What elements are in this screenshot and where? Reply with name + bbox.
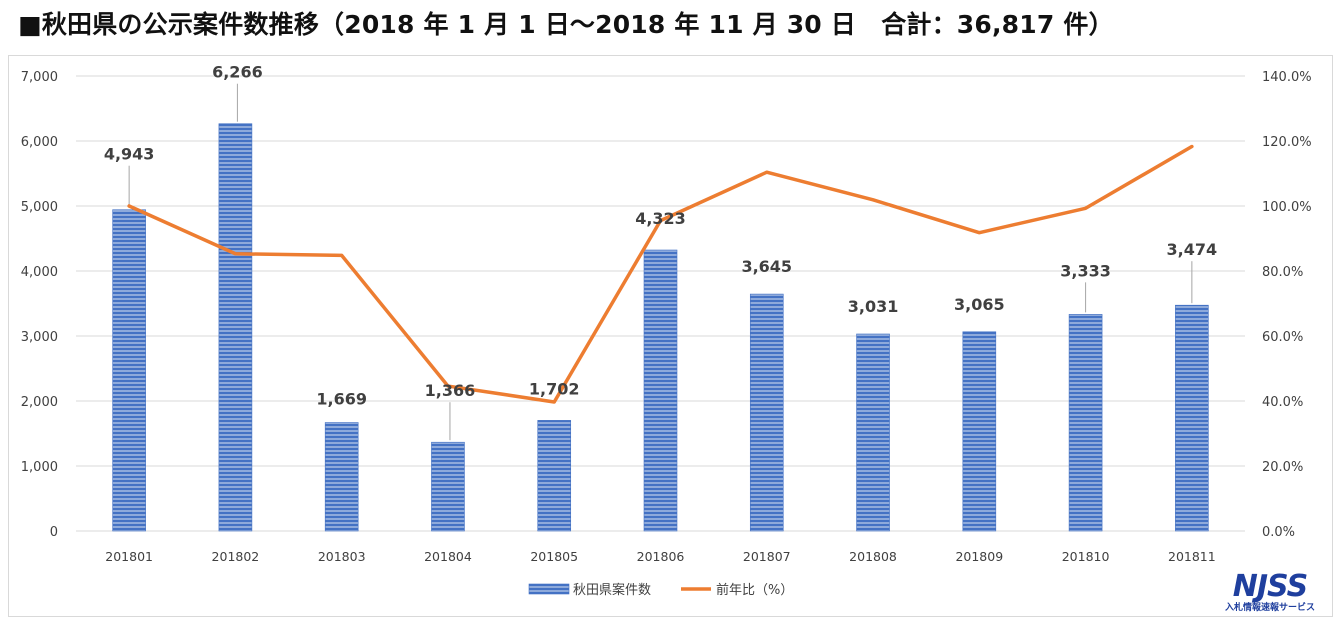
y-right-tick-label: 0.0% (1262, 525, 1295, 540)
x-axis: 201801 201802 201803 201804 201805 201806 2018… (105, 549, 1215, 564)
x-tick-label: 201811 (1168, 549, 1216, 564)
y-right-tick-label: 40.0% (1262, 395, 1303, 410)
line-point (977, 231, 981, 235)
bar (1175, 304, 1209, 532)
x-tick-label: 201801 (105, 549, 153, 564)
bar (112, 209, 146, 532)
x-tick-label: 201805 (530, 549, 578, 564)
y-axis-left: 0 1,000 2,000 3,000 4,000 5,000 6,000 7,000 (21, 70, 58, 540)
line-point (765, 170, 769, 174)
page-title: ■秋田県の公示案件数推移（2018 年 1 月 1 日～2018 年 11 月 … (18, 10, 1114, 39)
bar (537, 420, 572, 532)
y-right-tick-label: 60.0% (1262, 330, 1303, 345)
x-tick-label: 201808 (849, 549, 897, 564)
y-right-tick-label: 100.0% (1262, 200, 1312, 215)
y-left-tick-label: 1,000 (21, 460, 58, 475)
bar-data-label: 3,645 (741, 257, 792, 276)
y-right-tick-label: 80.0% (1262, 265, 1303, 280)
bar-data-label: 1,669 (316, 390, 367, 409)
line-series (127, 144, 1194, 404)
njss-logo: NJSS 入札情報速報サービス (1212, 566, 1328, 616)
leader-lines (128, 83, 1193, 441)
logo-sub: 入札情報速報サービス (1224, 601, 1315, 613)
bar-series (112, 123, 1209, 532)
bar-data-label: 3,474 (1167, 240, 1218, 259)
line-point (1190, 145, 1194, 149)
legend-label-bar: 秋田県案件数 (573, 583, 651, 598)
data-labels: 4,943 6,266 1,669 1,366 1,702 4,323 3,645 3,031… (104, 63, 1217, 409)
line-point (871, 198, 875, 202)
bar (1068, 314, 1103, 532)
y-left-tick-label: 3,000 (21, 330, 58, 345)
y-left-tick-label: 7,000 (21, 70, 58, 85)
x-tick-label: 201809 (955, 549, 1003, 564)
legend-swatch-bar (528, 583, 570, 595)
bar-data-label: 4,323 (635, 209, 686, 228)
y-left-tick-label: 6,000 (21, 135, 58, 150)
bar-data-label: 1,366 (425, 381, 476, 400)
bar-data-label: 1,702 (529, 379, 580, 398)
bar (856, 333, 890, 532)
y-right-tick-label: 20.0% (1262, 460, 1303, 475)
bar (643, 249, 678, 532)
line-point (552, 400, 556, 404)
x-tick-label: 201806 (637, 549, 685, 564)
y-left-tick-label: 5,000 (21, 200, 58, 215)
x-tick-label: 201804 (424, 549, 472, 564)
line-point (446, 384, 450, 388)
bar-data-label: 3,031 (848, 297, 899, 316)
y-left-tick-label: 2,000 (21, 395, 58, 410)
bar-data-label: 3,333 (1060, 261, 1111, 280)
logo-main: NJSS (1233, 569, 1307, 604)
x-tick-label: 201802 (212, 549, 260, 564)
y-left-tick-label: 4,000 (21, 265, 58, 280)
y-axis-right: 0.0% 20.0% 40.0% 60.0% 80.0% 100.0% 120.0% 140.… (1262, 70, 1312, 540)
line-point (233, 252, 237, 256)
legend: 秋田県案件数 前年比（%） (528, 582, 793, 598)
line-point (1084, 206, 1088, 210)
y-right-tick-label: 120.0% (1262, 135, 1312, 150)
bar (749, 293, 784, 532)
line-point (340, 253, 344, 257)
line-point (659, 219, 662, 223)
bar (962, 331, 997, 532)
y-left-tick-label: 0 (50, 525, 58, 540)
line-point (127, 204, 131, 208)
bar-data-label: 3,065 (954, 295, 1005, 314)
bar (218, 123, 253, 532)
x-tick-label: 201807 (743, 549, 791, 564)
x-tick-label: 201810 (1062, 549, 1110, 564)
bar-data-label: 4,943 (104, 145, 155, 164)
y-right-tick-label: 140.0% (1262, 70, 1312, 85)
legend-label-line: 前年比（%） (716, 582, 793, 598)
x-tick-label: 201803 (318, 549, 366, 564)
bar-data-label: 6,266 (212, 63, 263, 82)
bar (431, 441, 465, 532)
bar (324, 422, 359, 532)
